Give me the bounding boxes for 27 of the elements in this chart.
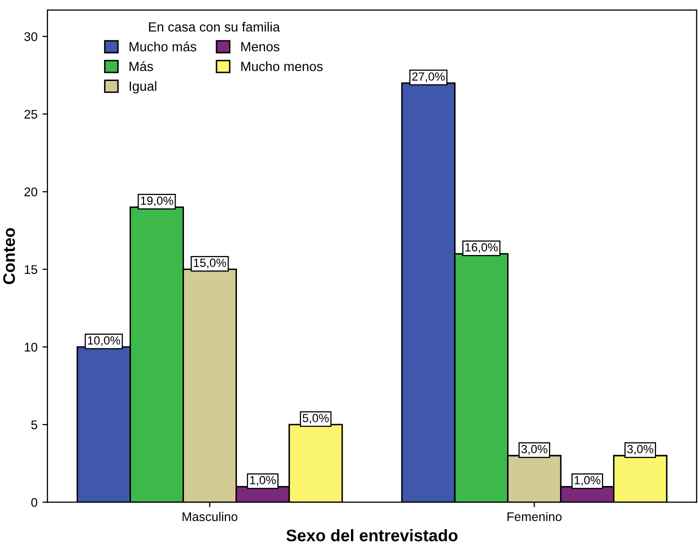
data-label: 5,0% [302, 414, 329, 424]
data-label: 19,0% [140, 196, 174, 206]
data-label: 1,0% [250, 476, 276, 486]
y-tick-label: 20 [24, 187, 38, 196]
y-tick-label: 10 [24, 342, 38, 352]
legend-label: Igual [130, 81, 156, 94]
legend-label: Menos [241, 42, 280, 52]
data-label: 15,0% [194, 258, 226, 268]
y-tick-label: 15 [24, 265, 38, 274]
data-label: 3,0% [521, 444, 548, 455]
data-label: 27,0% [412, 72, 445, 82]
y-axis-title: Conteo [3, 228, 15, 284]
x-tick-label: Masculino [182, 512, 238, 522]
data-label: 1,0% [574, 476, 600, 486]
x-tick-label: Femenino [508, 512, 562, 522]
data-label: 10,0% [88, 336, 120, 346]
data-label: 16,0% [466, 243, 498, 253]
legend-label: Más [130, 61, 153, 72]
y-tick-label: 0 [31, 498, 38, 507]
x-axis-title: Sexo del entrevistado [286, 529, 458, 542]
legend-title: En casa con su familia [149, 22, 280, 32]
y-tick-label: 25 [24, 110, 38, 119]
y-tick-label: 5 [31, 420, 38, 430]
legend-label: Mucho menos [241, 61, 323, 72]
y-tick-label: 30 [24, 32, 38, 42]
legend-label: Mucho más [130, 42, 196, 52]
data-label: 3,0% [627, 444, 654, 455]
